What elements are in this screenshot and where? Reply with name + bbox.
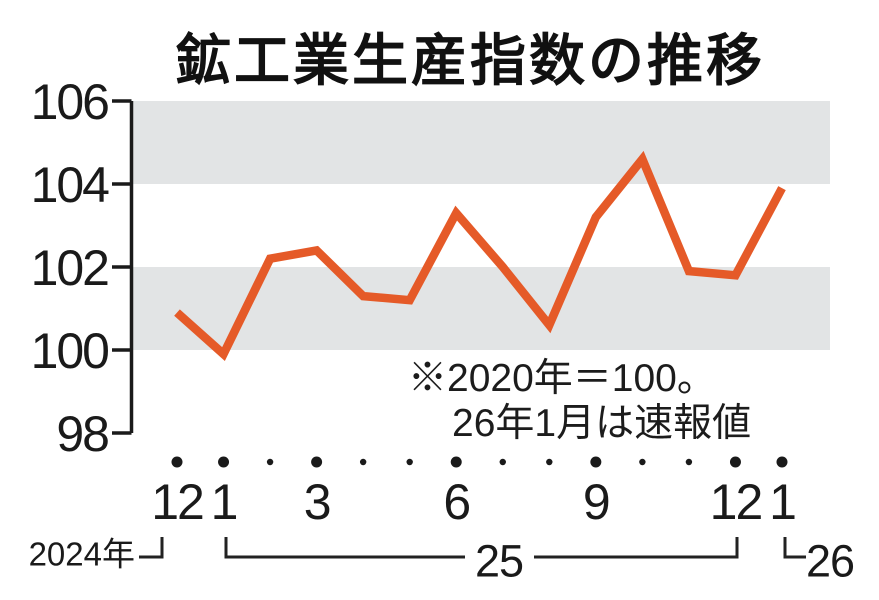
bracket-2024: [139, 537, 164, 559]
month-label: 1: [211, 474, 237, 530]
month-dot-major: [450, 456, 462, 468]
month-label: 12: [710, 474, 762, 530]
chart-title: 鉱工業生産指数の推移: [175, 29, 765, 92]
month-dot-minor: [266, 458, 274, 466]
month-label: 1: [769, 474, 795, 530]
month-dot-major: [590, 456, 602, 468]
y-tick-label: 100: [31, 323, 109, 379]
month-dot-minor: [685, 458, 693, 466]
month-dot-major: [729, 456, 741, 468]
footnote-line-1: ※2020年＝100。: [408, 357, 716, 400]
month-dot-minor: [406, 458, 413, 466]
shaded-band: [133, 267, 830, 350]
month-dot-major: [218, 456, 230, 468]
shaded-bands: [133, 101, 830, 350]
month-dot-minor: [359, 458, 367, 466]
month-dot-minor: [639, 458, 646, 466]
month-dot-minor: [499, 458, 506, 466]
month-dots: [171, 456, 788, 468]
bracket-2026: [783, 537, 806, 559]
month-label: 3: [304, 474, 330, 530]
year-label-25: 25: [475, 536, 523, 587]
y-axis-tick-labels: 98 100 102 104 106: [31, 74, 112, 462]
y-tick-label: 98: [56, 406, 108, 462]
year-label-2024: 2024年: [29, 536, 135, 573]
data-line: [174, 150, 786, 362]
y-axis: [112, 99, 134, 435]
footnote-line-2: 26年1月は速報値: [452, 402, 752, 445]
month-dot-minor: [546, 458, 553, 466]
month-labels: 12 1 3 6 9 12 1: [151, 474, 797, 530]
month-dot-major: [776, 456, 788, 468]
index-line: [174, 150, 786, 362]
y-tick-label: 102: [31, 240, 109, 296]
y-tick-label: 106: [31, 74, 109, 130]
y-tick-label: 104: [31, 157, 110, 213]
month-label: 9: [583, 474, 609, 530]
shaded-band: [133, 101, 830, 184]
month-dot-major: [311, 456, 323, 468]
year-label-26: 26: [806, 536, 854, 587]
y-axis-line: [112, 99, 134, 435]
month-label: 6: [443, 474, 469, 530]
bracket-2025: [224, 537, 739, 559]
month-label: 12: [151, 474, 203, 530]
month-dot-major: [171, 456, 183, 468]
